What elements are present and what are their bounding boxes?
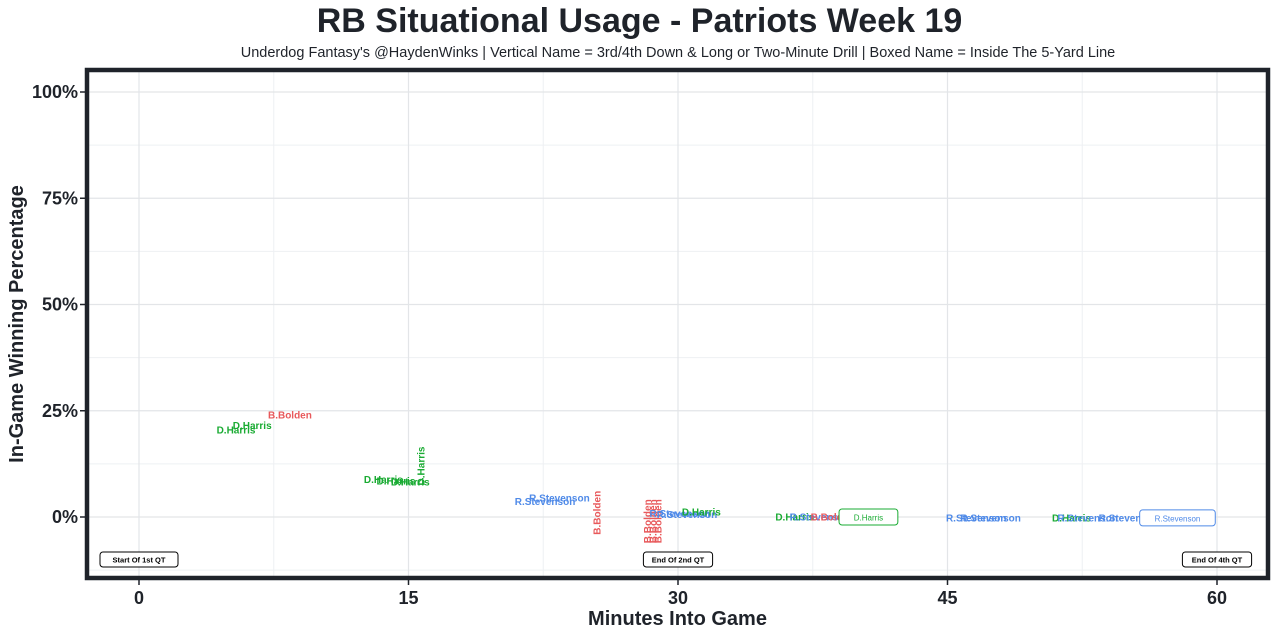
y-tick-label: 0% [52, 507, 78, 527]
player-label: B.Bolden [268, 411, 312, 422]
player-label: R.Stevenson [515, 497, 576, 508]
player-label: D.Harris [217, 425, 256, 436]
player-label: R.Stevenson [650, 509, 711, 520]
player-label: D.Harris [364, 475, 403, 486]
player-label: D.Harris [682, 507, 721, 518]
player-label-vertical: B.Bolden [643, 499, 654, 543]
y-tick-label: 75% [42, 188, 78, 208]
player-label-vertical: B.Bolden [654, 499, 665, 543]
x-tick-label: 15 [398, 588, 418, 608]
x-tick-label: 0 [134, 588, 144, 608]
player-label-vertical: B.Bolden [593, 491, 604, 535]
chart-subtitle: Underdog Fantasy's @HaydenWinks | Vertic… [240, 45, 1116, 61]
player-label: D.Harris [391, 478, 430, 489]
chart-title: RB Situational Usage - Patriots Week 19 [316, 2, 963, 40]
player-label: R.Stevenson [1155, 514, 1201, 523]
player-label: D.Harris [775, 513, 814, 524]
player-label: B.Bolden [811, 513, 855, 524]
player-label: R.Stevenson [960, 513, 1021, 524]
y-tick-label: 100% [32, 82, 78, 102]
player-label: R.Stevenson [657, 510, 718, 521]
plot-border [84, 67, 1271, 581]
quarter-annotation: End Of 2nd QT [652, 556, 705, 565]
player-label: R.Stevenson [1057, 513, 1118, 524]
player-label: D.Harris [854, 514, 883, 523]
player-label-vertical: B.Bolden [648, 499, 659, 543]
quarter-annotation: End Of 4th QT [1192, 556, 1243, 565]
player-label-box [1139, 509, 1216, 527]
x-axis-title: Minutes Into Game [588, 608, 767, 630]
y-tick-label: 25% [42, 401, 78, 421]
player-label: D.Harris [233, 421, 272, 432]
x-tick-label: 30 [668, 588, 688, 608]
x-tick-label: 60 [1207, 588, 1227, 608]
player-label: R.Stevenson [946, 513, 1007, 524]
player-label: D.Harris [1052, 513, 1091, 524]
quarter-annotation-box [99, 551, 179, 568]
quarter-annotation-box [642, 551, 714, 568]
quarter-annotation: Start Of 1st QT [113, 556, 166, 565]
x-tick-label: 45 [937, 588, 957, 608]
player-label: R.Stevenson [1099, 513, 1160, 524]
y-tick-label: 50% [42, 295, 78, 315]
player-label-vertical: D.Harris [417, 446, 428, 485]
player-label-box [838, 508, 899, 526]
player-label: R.Stevenson [529, 493, 590, 504]
player-label: D.Harris [376, 476, 415, 487]
quarter-annotation-box [1181, 551, 1253, 568]
player-label: R.Stevenson [790, 513, 851, 524]
y-axis-title: In-Game Winning Percentage [6, 185, 28, 463]
